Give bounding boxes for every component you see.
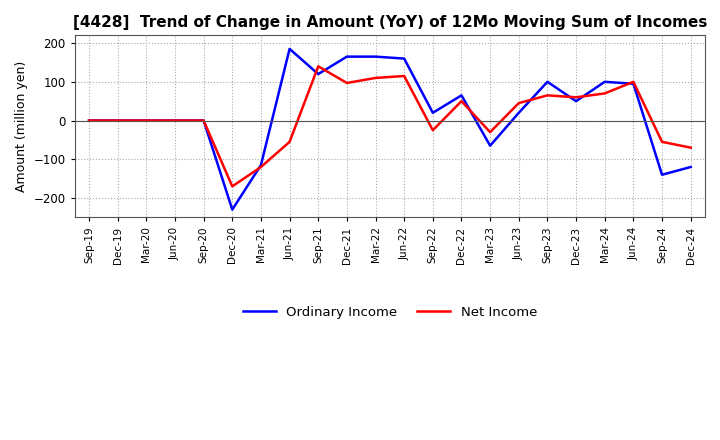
Net Income [600,91,609,96]
Ordinary Income [572,99,580,104]
Net Income [199,118,208,123]
Ordinary Income [142,118,150,123]
Ordinary Income [85,118,94,123]
Ordinary Income [285,46,294,51]
Net Income [142,118,150,123]
Net Income [171,118,179,123]
Net Income [400,73,408,79]
Net Income [486,129,495,135]
Ordinary Income [372,54,380,59]
Ordinary Income [343,54,351,59]
Ordinary Income [256,162,265,168]
Legend: Ordinary Income, Net Income: Ordinary Income, Net Income [238,301,542,324]
Net Income [572,95,580,100]
Ordinary Income [515,110,523,115]
Ordinary Income [629,81,638,86]
Net Income [543,93,552,98]
Ordinary Income [543,79,552,84]
Ordinary Income [400,56,408,61]
Net Income [657,139,666,144]
Net Income [629,79,638,84]
Ordinary Income [228,207,237,212]
Line: Ordinary Income: Ordinary Income [89,49,690,209]
Net Income [343,81,351,86]
Line: Net Income: Net Income [89,66,690,187]
Net Income [515,100,523,106]
Net Income [314,64,323,69]
Net Income [228,184,237,189]
Net Income [113,118,122,123]
Net Income [85,118,94,123]
Ordinary Income [171,118,179,123]
Ordinary Income [657,172,666,177]
Title: [4428]  Trend of Change in Amount (YoY) of 12Mo Moving Sum of Incomes: [4428] Trend of Change in Amount (YoY) o… [73,15,707,30]
Ordinary Income [686,165,695,170]
Ordinary Income [457,93,466,98]
Net Income [457,99,466,104]
Net Income [285,139,294,144]
Y-axis label: Amount (million yen): Amount (million yen) [15,61,28,192]
Ordinary Income [428,110,437,115]
Ordinary Income [314,71,323,77]
Ordinary Income [486,143,495,148]
Net Income [428,128,437,133]
Net Income [686,145,695,150]
Net Income [256,165,265,170]
Net Income [372,75,380,81]
Ordinary Income [199,118,208,123]
Ordinary Income [600,79,609,84]
Ordinary Income [113,118,122,123]
